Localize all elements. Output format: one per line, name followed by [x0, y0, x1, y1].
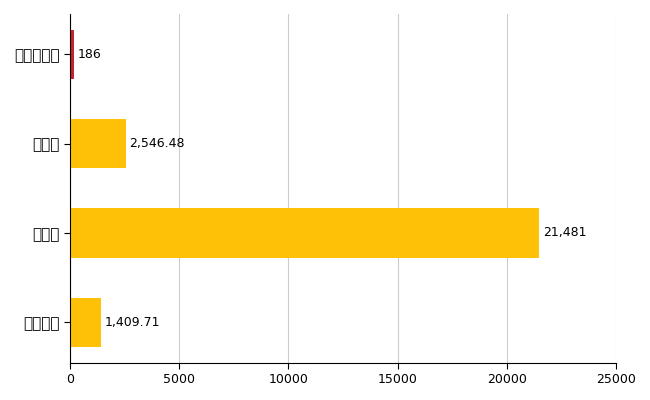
Bar	[70, 298, 101, 347]
Bar	[70, 119, 125, 168]
Text: 1,409.71: 1,409.71	[105, 316, 160, 329]
Bar	[70, 30, 74, 79]
Bar	[70, 208, 540, 258]
Text: 21,481: 21,481	[543, 226, 587, 240]
Text: 2,546.48: 2,546.48	[129, 137, 185, 150]
Text: 186: 186	[78, 48, 101, 61]
